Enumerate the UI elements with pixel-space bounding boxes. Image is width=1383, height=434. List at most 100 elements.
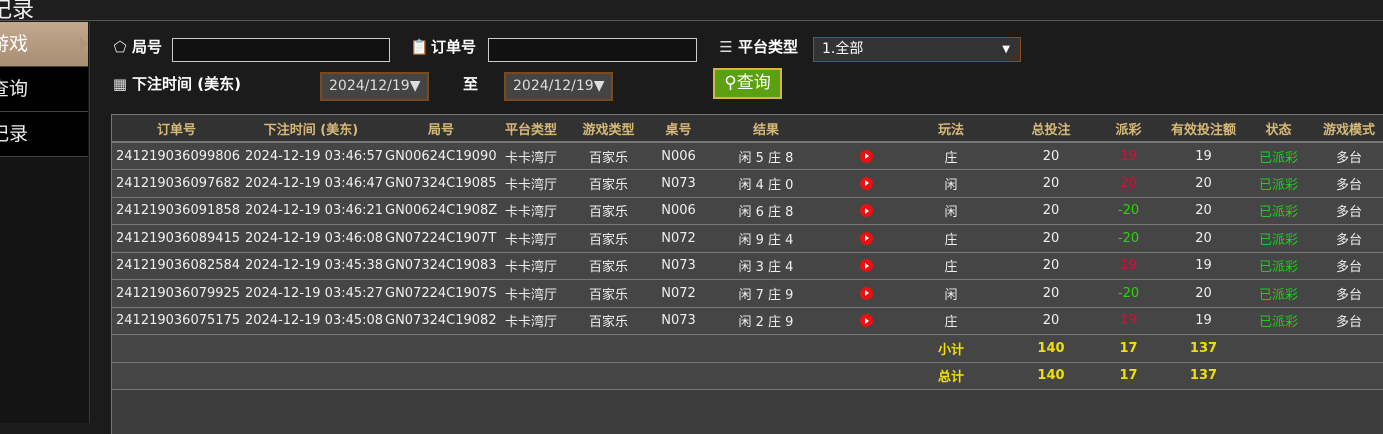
replay-cell: [831, 307, 901, 335]
grand_total-cell: [112, 362, 241, 390]
cell-game: 百家乐: [561, 169, 656, 198]
subtotal-cell: [381, 334, 501, 363]
round-input[interactable]: [172, 38, 390, 62]
column-header: 游戏类型: [561, 115, 656, 143]
cell-table: N006: [656, 197, 701, 225]
cell-platform: 卡卡湾厅: [501, 279, 561, 308]
subtotal-cell: 140: [1001, 334, 1101, 363]
platform-select[interactable]: 1.全部 ▼: [813, 37, 1021, 62]
cell-payout: -20: [1101, 279, 1156, 308]
cell-result: 闲 4 庄 0: [701, 169, 831, 198]
sidebar-item-records[interactable]: 记录: [0, 112, 88, 157]
subtotal-cell: 17: [1101, 334, 1156, 363]
cell-order: 241219036099806: [112, 142, 241, 170]
cell-total: 20: [1001, 197, 1101, 225]
date-to-select[interactable]: 2024/12/19▼: [504, 72, 613, 101]
sidebar-item-games[interactable]: 游戏: [0, 22, 88, 67]
grand_total-cell: [656, 362, 701, 390]
replay-cell: [831, 252, 901, 280]
play-video-icon[interactable]: [859, 204, 873, 218]
subtotal-cell: [501, 334, 561, 363]
cell-order: 241219036091858: [112, 197, 241, 225]
cell-valid: 20: [1156, 197, 1251, 225]
order-label-text: 订单号: [431, 38, 477, 56]
cell-status: 已派彩: [1251, 252, 1306, 280]
grand_total-cell: [1251, 362, 1306, 390]
cell-total: 20: [1001, 279, 1101, 308]
round-label-text: 局号: [132, 38, 163, 56]
cell-game: 百家乐: [561, 197, 656, 225]
play-video-icon[interactable]: [859, 176, 873, 190]
grand_total-cell: [501, 362, 561, 390]
cell-status: 已派彩: [1251, 279, 1306, 308]
date-from-select[interactable]: 2024/12/19▼: [320, 72, 429, 101]
grand_total-cell: [831, 362, 901, 390]
cell-bet_type: 闲: [901, 197, 1001, 225]
search-icon: ⚲: [724, 73, 737, 93]
cell-order: 241219036097682: [112, 169, 241, 198]
to-label: 至: [463, 75, 479, 93]
subtotal-cell: 137: [1156, 334, 1251, 363]
cell-result: 闲 3 庄 4: [701, 252, 831, 280]
cell-bet_type: 庄: [901, 252, 1001, 280]
sidebar-item-label: 记录: [0, 123, 29, 145]
table-row: 241219036075175 2024-12-19 03:45:08 GN0732…: [112, 307, 1383, 335]
calendar-icon: ▦: [112, 74, 128, 93]
cell-payout: -20: [1101, 224, 1156, 253]
play-video-icon[interactable]: [859, 286, 873, 300]
table-row: 241219036089415 2024-12-19 03:46:08 GN0722…: [112, 224, 1383, 253]
grand_total-cell: 17: [1101, 362, 1156, 390]
cell-time: 2024-12-19 03:46:21: [241, 197, 383, 225]
grand_total-cell: [1306, 362, 1383, 390]
cell-game: 百家乐: [561, 307, 656, 335]
table-row: 241219036079925 2024-12-19 03:45:27 GN0722…: [112, 279, 1383, 308]
column-header: 状态: [1251, 115, 1306, 143]
play-video-icon[interactable]: [859, 314, 873, 328]
platform-label-text: 平台类型: [738, 38, 799, 56]
cell-valid: 19: [1156, 252, 1251, 280]
cell-total: 20: [1001, 224, 1101, 253]
cell-round: GN07324C19082: [381, 307, 501, 335]
sidebar-item-query[interactable]: 查询: [0, 67, 88, 112]
cell-time: 2024-12-19 03:45:08: [241, 307, 383, 335]
order-input[interactable]: [488, 38, 697, 62]
cell-round: GN07224C1907T: [381, 224, 501, 253]
table-row: 241219036091858 2024-12-19 03:46:21 GN0062…: [112, 197, 1383, 225]
cell-game: 百家乐: [561, 252, 656, 280]
cell-time: 2024-12-19 03:45:38: [241, 252, 383, 280]
subtotal-cell: [1251, 334, 1306, 363]
chevron-down-icon: ▼: [409, 78, 421, 94]
cell-payout: 19: [1101, 307, 1156, 335]
bet-records-table: 订单号 下注时间 (美东) 局号 平台类型 游戏类型 桌号 结果 玩法 总投注 派彩 有效投注额 状态…: [111, 114, 1383, 434]
cell-mode: 多台: [1306, 197, 1383, 225]
cell-order: 241219036075175: [112, 307, 241, 335]
cell-payout: 20: [1101, 169, 1156, 198]
subtotal-row: 小计 140 17 137: [112, 334, 1383, 363]
cell-round: GN07324C19085: [381, 169, 501, 198]
cell-status: 已派彩: [1251, 224, 1306, 253]
cell-status: 已派彩: [1251, 169, 1306, 198]
replay-cell: [831, 224, 901, 253]
cell-platform: 卡卡湾厅: [501, 307, 561, 335]
list-icon: ☰: [719, 37, 733, 56]
sidebar-item-label: 查询: [0, 78, 29, 100]
play-video-icon[interactable]: [859, 149, 873, 163]
subtotal-cell: [112, 334, 241, 363]
cell-bet_type: 庄: [901, 142, 1001, 170]
cell-bet_type: 庄: [901, 307, 1001, 335]
cell-order: 241219036089415: [112, 224, 241, 253]
cell-round: GN00624C19090: [381, 142, 501, 170]
cell-mode: 多台: [1306, 307, 1383, 335]
cell-result: 闲 9 庄 4: [701, 224, 831, 253]
query-button[interactable]: ⚲查询: [713, 68, 782, 99]
cell-mode: 多台: [1306, 142, 1383, 170]
cell-platform: 卡卡湾厅: [501, 142, 561, 170]
cell-time: 2024-12-19 03:45:27: [241, 279, 383, 308]
sidebar: 游戏 查询 记录: [0, 22, 90, 423]
play-video-icon[interactable]: [859, 259, 873, 273]
cell-bet_type: 庄: [901, 224, 1001, 253]
cell-payout: 19: [1101, 142, 1156, 170]
cell-total: 20: [1001, 142, 1101, 170]
cell-game: 百家乐: [561, 279, 656, 308]
play-video-icon[interactable]: [859, 231, 873, 245]
